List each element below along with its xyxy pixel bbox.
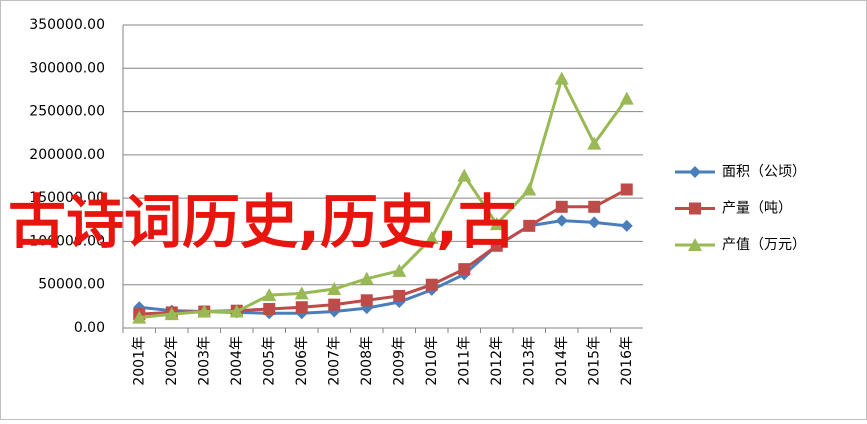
point (620, 219, 633, 232)
y-tick-label: 150000.00 (29, 190, 105, 206)
point (295, 301, 308, 314)
point (555, 200, 568, 213)
point (554, 71, 569, 85)
point (588, 216, 601, 229)
y-tick-label: 0.00 (74, 320, 105, 336)
point (392, 263, 407, 277)
x-tick-label: 2005年 (261, 336, 277, 386)
x-tick-label: 2013年 (521, 336, 537, 386)
y-tick-label: 350000.00 (29, 17, 105, 33)
x-tick-label: 2012年 (489, 336, 505, 386)
point (555, 214, 568, 227)
point (294, 286, 309, 300)
x-tick-label: 2002年 (164, 336, 180, 386)
point (523, 219, 536, 232)
point (587, 136, 602, 150)
point (262, 288, 277, 302)
y-tick-label: 50000.00 (38, 277, 105, 293)
point (689, 166, 701, 178)
point (164, 307, 179, 321)
point (359, 271, 374, 285)
point (489, 217, 504, 231)
x-tick-label: 2009年 (391, 336, 407, 386)
line (139, 74, 628, 320)
x-tick-label: 2003年 (196, 336, 212, 386)
x-tick-label: 2014年 (554, 336, 570, 386)
point (327, 282, 342, 296)
legend-label: 产值（万元） (722, 237, 806, 253)
point (619, 91, 634, 105)
point (424, 230, 439, 244)
x-tick-label: 2006年 (294, 336, 310, 386)
point (458, 263, 471, 276)
y-tick-label: 300000.00 (29, 60, 105, 76)
x-tick-label: 2001年 (131, 336, 147, 386)
x-tick-label: 2011年 (456, 336, 472, 386)
y-tick-label: 250000.00 (29, 104, 105, 120)
x-tick-label: 2015年 (586, 336, 602, 386)
x-tick-label: 2008年 (359, 336, 375, 386)
x-tick-label: 2010年 (424, 336, 440, 386)
point (263, 302, 276, 315)
point (490, 239, 503, 252)
y-tick-label: 100000.00 (29, 233, 105, 249)
x-tick-label: 2007年 (326, 336, 342, 386)
point (425, 278, 438, 291)
point (328, 298, 341, 311)
point (688, 238, 702, 251)
legend-label: 面积（公顷） (722, 164, 806, 180)
point (588, 200, 601, 213)
point (132, 310, 147, 324)
point (197, 304, 212, 318)
legend-label: 产量（吨） (722, 201, 792, 217)
overlay-text: 古诗词历史,历史,古 (8, 188, 516, 256)
point (620, 183, 633, 196)
point (522, 182, 537, 196)
point (229, 304, 244, 318)
x-tick-label: 2004年 (229, 336, 245, 386)
point (360, 294, 373, 307)
point (689, 202, 701, 215)
y-tick-label: 200000.00 (29, 147, 105, 163)
x-tick-label: 2016年 (619, 336, 635, 386)
point (457, 168, 472, 182)
point (393, 289, 406, 302)
